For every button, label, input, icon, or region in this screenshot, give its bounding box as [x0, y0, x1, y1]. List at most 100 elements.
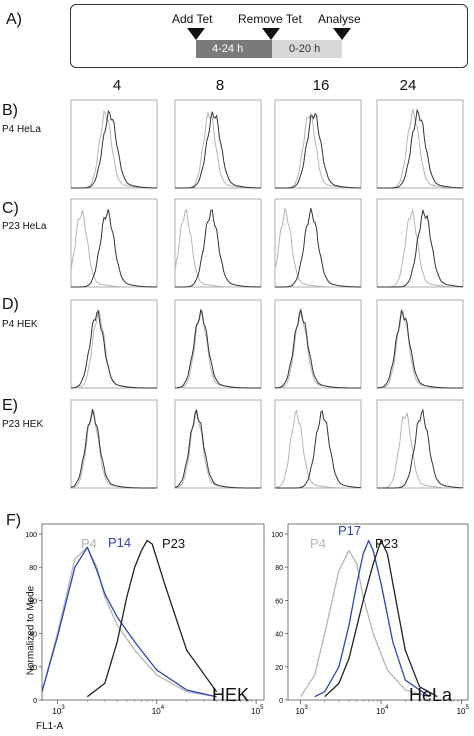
hela-p17-label: P17: [338, 523, 362, 538]
histogram-frame: [70, 99, 158, 189]
row-label-p23-hek: P23 HEK: [2, 419, 44, 430]
x-tick-exponent: 5: [260, 705, 264, 711]
y-tick-label: 0: [279, 698, 283, 705]
column-header-24: 24: [399, 77, 417, 94]
histogram-curve-dark: [377, 108, 463, 189]
x-tick-label: 10: [376, 707, 385, 716]
histogram-1-4: [376, 99, 464, 189]
histogram-frame: [376, 399, 464, 489]
histogram-curve-dark: [275, 410, 362, 489]
x-tick-label: 10: [251, 707, 260, 716]
histogram-curve-dark: [71, 109, 158, 189]
histogram-curve-dark: [275, 112, 362, 189]
y-tick-label: 60: [29, 598, 37, 605]
column-header-4: 4: [112, 77, 122, 94]
histogram-curve-dark: [175, 111, 262, 189]
panel-label-d: D): [2, 296, 19, 313]
y-tick-label: 100: [25, 532, 37, 539]
histogram-frame: [70, 198, 158, 288]
histogram-curve-light: [377, 412, 463, 489]
x-tick-label: 10: [52, 707, 61, 716]
analyse-arrow: [333, 28, 351, 40]
histogram-curve-light: [274, 408, 361, 489]
histogram-frame: [174, 99, 262, 189]
row-label-p4-hela: P4 HeLa: [2, 124, 41, 135]
x-tick-exponent: 3: [304, 705, 308, 711]
x-tick-label: 10: [295, 707, 304, 716]
column-header-16: 16: [312, 77, 330, 94]
column-header-8: 8: [215, 77, 225, 94]
y-tick-label: 0: [33, 698, 37, 705]
x-tick-exponent: 4: [161, 705, 165, 711]
y-tick-label: 40: [275, 632, 283, 639]
y-tick-label: 100: [271, 532, 283, 539]
x-tick-exponent: 4: [385, 705, 389, 711]
histogram-curve-dark: [175, 209, 261, 288]
histogram-4-1: [70, 399, 158, 489]
y-tick-label: 80: [29, 565, 37, 572]
series-line-p23: [324, 539, 438, 698]
histogram-frame: [274, 99, 362, 189]
histogram-1-2: [174, 99, 262, 189]
add-tet-arrow: [187, 28, 205, 40]
plot-frame: [41, 523, 265, 701]
histogram-curve-dark: [174, 409, 261, 489]
histogram-4-4: [376, 399, 464, 489]
plot-frame: [287, 523, 469, 701]
histogram-2-3: [274, 198, 362, 288]
panel-label-a: A): [6, 11, 22, 28]
timeline-segment-treatment-label: 4-24 h: [212, 43, 244, 55]
hek-p4-label: P4: [81, 536, 97, 551]
y-tick-label: 60: [275, 598, 283, 605]
histogram-curve-dark: [71, 209, 157, 288]
histogram-4-2: [174, 399, 262, 489]
histogram-curve-dark: [70, 408, 157, 489]
panel-label-f: F): [6, 512, 22, 529]
row-label-p4-hek: P4 HEK: [2, 319, 38, 330]
remove-tet-label: Remove Tet: [238, 12, 302, 26]
series-line-p23: [86, 539, 218, 698]
series-line-p4: [299, 549, 430, 698]
histogram-frame: [174, 299, 262, 389]
histogram-curve-dark: [275, 207, 361, 288]
histogram-3-3: [274, 299, 362, 389]
histogram-curve-dark: [71, 309, 157, 389]
timeline-arrows: [187, 28, 351, 40]
x-axis-label: FL1-A: [36, 721, 64, 732]
histogram-frame: [376, 198, 464, 288]
y-tick-label: 80: [275, 565, 283, 572]
series-line-p4: [41, 546, 217, 698]
histogram-curve-dark: [377, 308, 463, 389]
remove-tet-arrow: [262, 28, 280, 40]
histogram-curve-dark: [175, 309, 261, 389]
analyse-label: Analyse: [318, 12, 361, 26]
timeline-box: [70, 4, 468, 68]
timeline-segment-chase: [272, 40, 342, 58]
y-tick-label: 20: [29, 665, 37, 672]
histogram-1-1: [70, 99, 158, 189]
hek-cell-label: HEK: [212, 685, 250, 705]
histogram-2-2: [174, 198, 262, 288]
hela-p4-label: P4: [310, 536, 326, 551]
histogram-1-3: [274, 99, 362, 189]
histogram-4-3: [274, 399, 362, 489]
x-tick-label: 10: [152, 707, 161, 716]
series-line-p14: [41, 546, 217, 698]
histogram-2-1: [70, 198, 158, 288]
histogram-frame: [274, 399, 362, 489]
series-line-p17: [314, 539, 430, 698]
x-tick-label: 10: [457, 707, 466, 716]
panel-label-b: B): [2, 102, 18, 119]
histogram-2-4: [376, 198, 464, 288]
panel-label-e: E): [2, 397, 18, 414]
histogram-curve-dark: [377, 408, 463, 489]
histogram-3-4: [376, 299, 464, 389]
timeline-segment-treatment: [196, 40, 272, 58]
hela-cell-label: HeLa: [409, 685, 453, 705]
histogram-3-2: [174, 299, 262, 389]
y-tick-label: 20: [275, 665, 283, 672]
hela-p23-label: P23: [375, 536, 399, 551]
